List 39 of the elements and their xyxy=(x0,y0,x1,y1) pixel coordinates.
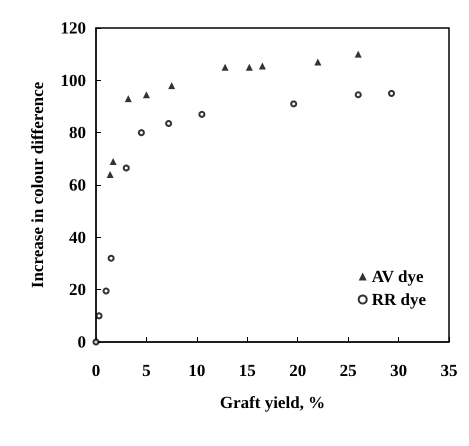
y-tick-label: 0 xyxy=(78,332,86,352)
point xyxy=(354,91,362,98)
x-tick-label: 0 xyxy=(92,361,100,380)
point xyxy=(198,110,206,118)
point xyxy=(96,312,103,320)
x-tick-label: 15 xyxy=(238,361,256,380)
x-tick-label: 20 xyxy=(289,361,306,380)
y-axis-title: Increase in colour difference xyxy=(28,81,47,288)
legend-label: AV dye xyxy=(372,267,424,286)
point xyxy=(142,91,150,98)
point xyxy=(138,129,145,136)
point xyxy=(388,90,396,97)
point xyxy=(290,100,298,108)
point xyxy=(222,64,229,71)
y-tick-label: 100 xyxy=(60,70,86,90)
point xyxy=(168,82,176,90)
point xyxy=(110,158,117,165)
point xyxy=(108,254,115,262)
x-tick-label: 25 xyxy=(340,361,357,380)
y-tick-label: 80 xyxy=(69,123,86,142)
y-tick-label: 120 xyxy=(60,18,86,38)
legend-label: RR dye xyxy=(372,290,426,309)
point xyxy=(122,164,130,172)
x-tick-label: 5 xyxy=(142,361,151,380)
y-tick-label: 20 xyxy=(69,280,86,300)
point xyxy=(246,64,253,71)
point xyxy=(314,58,322,66)
x-axis-title: Graft yield, % xyxy=(220,393,326,412)
point xyxy=(354,50,362,58)
point xyxy=(102,287,110,294)
x-tick-label: 35 xyxy=(440,361,458,380)
x-tick-label: 10 xyxy=(188,361,206,380)
point xyxy=(165,120,172,128)
y-tick-label: 40 xyxy=(69,228,86,247)
point xyxy=(124,95,132,102)
point xyxy=(106,171,114,178)
y-tick-label: 60 xyxy=(69,176,86,194)
point xyxy=(258,62,266,70)
x-tick-label: 30 xyxy=(390,361,408,380)
